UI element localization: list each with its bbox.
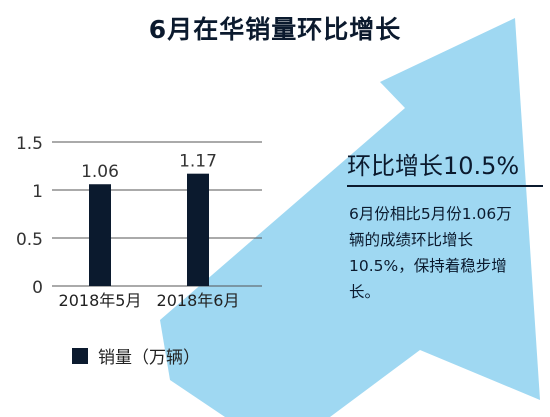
page-title: 6月在华销量环比增长	[148, 15, 402, 44]
y-tick-label: 0	[32, 278, 43, 298]
x-axis-tick-labels: 2018年5月 2018年6月	[59, 291, 240, 310]
arrow-shape	[160, 18, 540, 417]
bar	[187, 173, 209, 286]
bar	[89, 184, 111, 286]
y-axis-tick-labels: 0 0.5 1 1.5	[16, 134, 43, 298]
x-tick-label: 2018年6月	[157, 291, 240, 310]
data-label: 1.06	[81, 162, 119, 182]
data-label: 1.17	[179, 152, 217, 172]
y-tick-label: 0.5	[16, 230, 43, 250]
legend: 销量（万辆）	[72, 343, 200, 368]
body-text: 6月份相比5月份1.06万辆的成绩环比增长10.5%，保持着稳步增长。	[349, 205, 512, 301]
legend-swatch	[72, 347, 88, 364]
data-labels: 1.06 1.17	[81, 152, 217, 183]
headline: 环比增长10.5%	[347, 146, 543, 187]
y-tick-label: 1	[32, 182, 43, 202]
legend-label: 销量（万辆）	[98, 348, 200, 368]
y-tick-label: 1.5	[16, 134, 43, 154]
bars	[89, 173, 209, 286]
x-tick-label: 2018年5月	[59, 291, 142, 310]
grid-lines	[52, 141, 262, 287]
